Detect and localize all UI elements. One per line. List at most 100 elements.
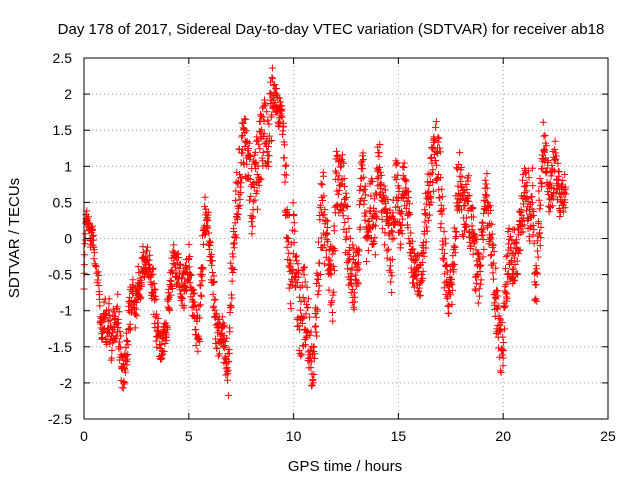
data-point [351,293,359,301]
data-point [311,350,319,358]
data-point [320,241,328,249]
data-point [536,229,544,237]
data-point [429,187,437,195]
data-point [291,253,299,261]
data-point [537,234,545,242]
data-point [153,310,161,318]
axis-ticks [83,57,609,420]
data-point [456,149,464,157]
data-point [124,341,132,349]
data-point [398,208,406,216]
data-point [229,240,237,248]
data-point [376,163,384,171]
data-point [265,158,273,166]
data-point [372,222,380,230]
data-point [234,179,242,187]
data-point [201,193,209,201]
data-point [121,368,129,376]
data-point [103,340,111,348]
data-point [321,206,329,214]
data-point [223,334,231,342]
data-point [366,224,374,232]
data-point [489,241,497,249]
data-point [432,157,440,165]
data-point [264,143,272,151]
data-point [234,211,242,219]
data-point [429,143,437,151]
data-point [471,231,479,239]
data-point [318,181,326,189]
data-point [325,255,333,263]
data-point [305,313,313,321]
data-point [427,154,435,162]
data-point [301,278,309,286]
data-point [320,211,328,219]
x-tick-label: 15 [391,428,407,444]
data-point [492,329,500,337]
data-point [303,332,311,340]
data-point [265,120,273,128]
data-point [268,74,276,82]
data-point [248,230,256,238]
data-point [192,341,200,349]
data-point [282,171,290,179]
data-point [454,189,462,197]
data-point [236,201,244,209]
data-point [394,171,402,179]
data-point [229,269,237,277]
data-point [513,270,521,278]
data-point [501,325,509,333]
data-point [278,113,286,121]
data-point [372,207,380,215]
data-point [494,305,502,313]
data-point [255,181,263,189]
data-point [108,329,116,337]
data-point [463,186,471,194]
data-point [499,354,507,362]
data-point [405,200,413,208]
data-point [422,238,430,246]
data-point [212,339,220,347]
data-point [314,276,322,284]
data-point [514,270,522,278]
data-point [499,333,507,341]
data-point [323,223,331,231]
data-point [445,309,453,317]
data-point [555,168,563,176]
data-point [147,271,155,279]
data-point [535,218,543,226]
data-point [397,240,405,248]
data-point [226,328,234,336]
data-point [431,123,439,131]
data-point [348,264,356,272]
data-point [320,192,328,200]
data-point [398,221,406,229]
data-point [206,241,214,249]
data-point [261,101,269,109]
data-point [191,289,199,297]
y-tick-label: 2.5 [53,50,73,66]
data-point [479,236,487,244]
data-point [465,172,473,180]
data-point [167,277,175,285]
data-point [146,251,154,259]
data-point [348,280,356,288]
data-point [132,305,140,313]
data-point [396,209,404,217]
data-point [469,213,477,221]
data-point [166,307,174,315]
data-point [531,296,539,304]
data-point [254,136,262,144]
data-point [408,246,416,254]
data-point [492,264,500,272]
data-point [221,354,229,362]
data-point [194,347,202,355]
data-point [291,227,299,235]
data-point [483,184,491,192]
data-point [81,236,89,244]
data-point [298,282,306,290]
data-point [319,172,327,180]
data-point [337,181,345,189]
data-point [559,177,567,185]
